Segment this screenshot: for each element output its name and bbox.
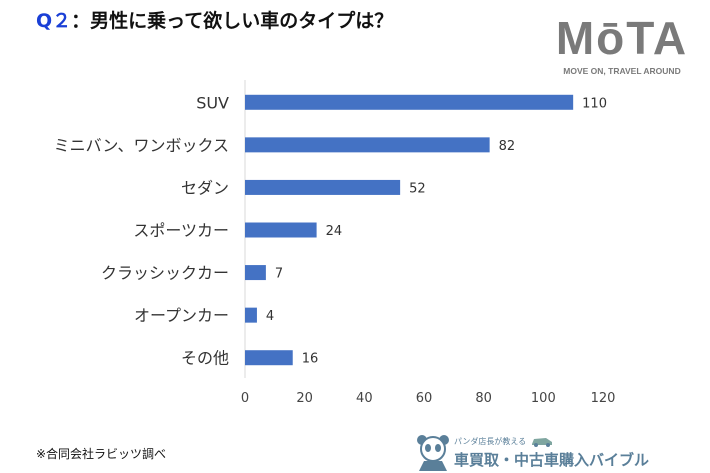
x-tick-label: 20 (296, 391, 313, 406)
data-label: 82 (499, 139, 516, 154)
bar (245, 94, 574, 110)
question-number: Q２ (36, 10, 72, 32)
x-tick-label: 100 (531, 391, 556, 406)
x-tick-label: 80 (475, 391, 492, 406)
brand-subtitle: パンダ店長が教える (454, 437, 527, 446)
bar (245, 137, 490, 153)
panda-icon (417, 435, 449, 471)
question-text: ：男性に乗って欲しい車のタイプは？ (71, 10, 394, 32)
category-label: ミニバン、ワンボックス (54, 136, 229, 155)
bar (245, 179, 401, 195)
bar (245, 350, 293, 366)
data-label: 24 (326, 224, 343, 239)
bar (245, 222, 317, 238)
category-label: セダン (181, 178, 229, 197)
category-label: SUV (196, 93, 229, 112)
data-label: 52 (409, 181, 426, 196)
brand-name: 車買取・中古車購入バイブル (454, 451, 650, 469)
chart-title: Q２：男性に乗って欲しい車のタイプは？ (36, 6, 393, 33)
category-label: オープンカー (134, 306, 229, 325)
data-label: 7 (275, 267, 283, 282)
data-label: 110 (582, 96, 607, 111)
category-label: クラッシックカー (101, 264, 229, 283)
x-tick-label: 40 (356, 391, 373, 406)
category-label: その他 (181, 349, 229, 368)
source-note: ※合同会社ラビッツ調べ (36, 447, 167, 461)
logo-tagline: MOVE ON, TRAVEL AROUND (563, 66, 681, 76)
bar (245, 265, 266, 281)
x-tick-label: 0 (241, 391, 249, 406)
data-label: 16 (302, 352, 319, 367)
x-tick-label: 60 (416, 391, 433, 406)
car-icon (532, 438, 552, 447)
mota-logo: MōTA MOVE ON, TRAVEL AROUND (555, 14, 689, 76)
data-label: 4 (266, 309, 274, 324)
category-label: スポーツカー (133, 221, 229, 240)
logo-text: MōTA (555, 12, 689, 64)
x-tick-label: 120 (591, 391, 616, 406)
bar (245, 307, 257, 323)
